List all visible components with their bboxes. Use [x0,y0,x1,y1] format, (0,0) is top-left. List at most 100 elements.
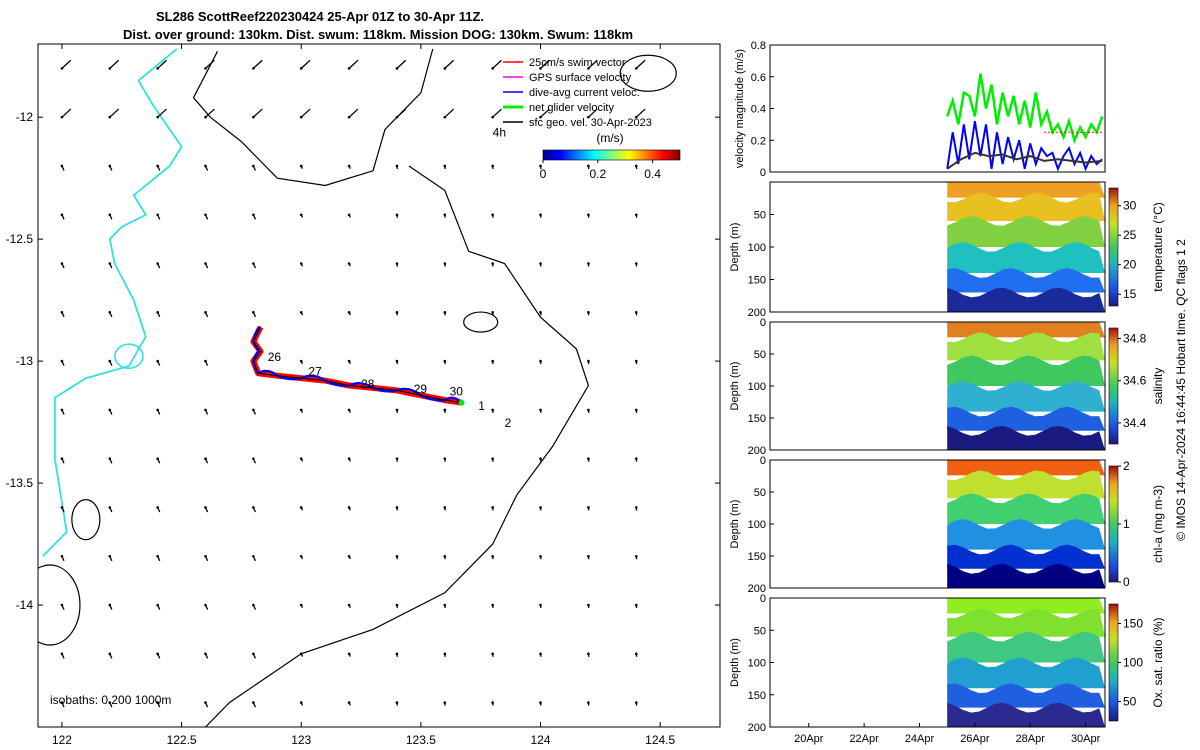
geo-velocity-arrowhead [252,67,255,70]
geo-velocity-arrow [444,59,455,69]
y-tick-label: -14 [16,598,34,612]
geo-velocity-arrowhead [443,506,447,509]
geo-velocity-arrowhead [539,652,542,656]
geo-velocity-arrowhead [587,67,590,70]
geo-velocity-arrowhead [156,408,159,412]
colorbar-title: temperature (°C) [1151,202,1165,292]
geo-velocity-arrowhead [347,213,351,217]
colorbar-tick-label: 1 [1123,517,1130,531]
geo-velocity-arrowhead [108,115,112,119]
geo-velocity-arrowhead [443,408,447,412]
geo-velocity-arrowhead [252,164,255,168]
depth-y-tick-label: 50 [754,487,766,499]
heatmap-band [947,425,1105,450]
geo-velocity-arrowhead [539,262,542,265]
colorbar-tick-label: 34.6 [1123,374,1147,388]
reef-island [114,343,144,370]
geo-velocity-arrowhead [156,213,159,217]
geo-velocity-arrowhead [587,701,590,704]
heatmap-band [947,406,1105,431]
geo-velocity-arrowhead [587,408,590,412]
geo-velocity-arrow [492,108,502,118]
geo-velocity-arrowhead [539,457,542,460]
heatmap-band [947,268,1105,293]
velocity-y-tick-label: 0 [760,167,766,179]
geo-velocity-arrowhead [491,652,494,656]
legend-geo: sfc geo. vel. 30-Apr-2023 [529,117,652,129]
geo-velocity-arrowhead [60,115,64,119]
track-annotation: 26 [268,350,282,364]
geo-velocity-arrowhead [634,67,638,70]
geo-velocity-arrowhead [395,652,399,656]
geo-velocity-arrowhead [204,311,207,314]
isobath-ring [619,54,677,92]
geo-velocity-arrowhead [443,213,447,217]
geo-velocity-arrowhead [539,311,542,314]
geo-velocity-arrowhead [108,262,112,265]
heatmap-band [947,608,1105,637]
depth-y-tick-label: 100 [748,519,766,531]
colorbar-tick-label: 0.4 [644,167,661,181]
geo-velocity-arrowhead [108,652,112,656]
geo-velocity-arrowhead [395,115,399,119]
geo-velocity-arrowhead [491,457,494,460]
y-tick-label: -12 [16,110,34,124]
geo-velocity-arrow [587,59,598,69]
time-tick-label: 20Apr [794,733,824,745]
geo-velocity-arrow [492,59,502,69]
colorbar-tick-label: 100 [1123,656,1143,670]
velocity-y-tick-label: 0.4 [751,104,766,116]
colorbar-tick-label: 0.2 [589,167,606,181]
geo-velocity-arrowhead [347,359,351,363]
track-annotation: 29 [414,382,428,396]
geo-velocity-arrowhead [395,213,399,217]
geo-velocity-arrowhead [60,262,64,265]
y-tick-label: -13 [16,354,34,368]
geo-velocity-arrow [300,108,311,118]
geo-velocity-arrowhead [443,701,447,704]
heatmap-band [947,470,1105,499]
geo-velocity-arrowhead [204,701,207,704]
geo-velocity-arrowhead [108,359,112,363]
colorbar-tick-label: 2 [1123,459,1130,473]
geo-velocity-arrowhead [491,67,494,70]
geo-velocity-arrowhead [108,408,112,412]
geo-velocity-arrowhead [634,701,638,704]
depth-colorbar [1108,327,1119,445]
colorbar-tick-label: 15 [1123,287,1137,301]
glider-track-center [252,326,462,404]
depth-ylabel: Depth (m) [729,500,741,549]
geo-velocity-arrowhead [252,115,255,119]
depth-y-tick-label: 150 [748,690,766,702]
geo-velocity-arrowhead [60,164,64,168]
geo-velocity-arrowhead [204,603,207,607]
geo-velocity-arrowhead [587,262,590,265]
geo-velocity-arrow [396,59,407,69]
geo-velocity-arrowhead [204,652,207,656]
geo-velocity-arrowhead [108,457,112,460]
geo-velocity-arrow [587,108,598,118]
geo-velocity-arrowhead [634,554,638,558]
velocity-colorbar [542,149,681,161]
geo-velocity-arrowhead [634,457,638,460]
geo-velocity-arrowhead [587,554,590,558]
geo-velocity-arrowhead [204,67,207,70]
geo-velocity-arrowhead [204,554,207,558]
colorbar-tick-label: 20 [1123,258,1137,272]
heatmap-band [947,287,1105,312]
geo-velocity-arrowhead [347,603,351,607]
geo-velocity-arrowhead [299,262,303,265]
geo-velocity-arrowhead [156,311,159,314]
x-tick-label: 124.5 [645,733,675,747]
geo-velocity-arrowhead [443,262,447,265]
geo-velocity-arrowhead [60,359,64,363]
time-tick-label: 30Apr [1071,733,1101,745]
legend-swim: 25cm/s swim vector [529,57,626,69]
geo-velocity-arrowhead [156,506,159,509]
map-content: 4h 26 27 28 29 30 1 2 [38,48,677,727]
heatmap-band [947,544,1105,569]
geo-velocity-arrowhead [539,359,542,363]
geo-velocity-arrowhead [347,506,351,509]
geo-velocity-arrowhead [395,701,399,704]
colorbar-tick-label: 50 [1123,695,1137,709]
